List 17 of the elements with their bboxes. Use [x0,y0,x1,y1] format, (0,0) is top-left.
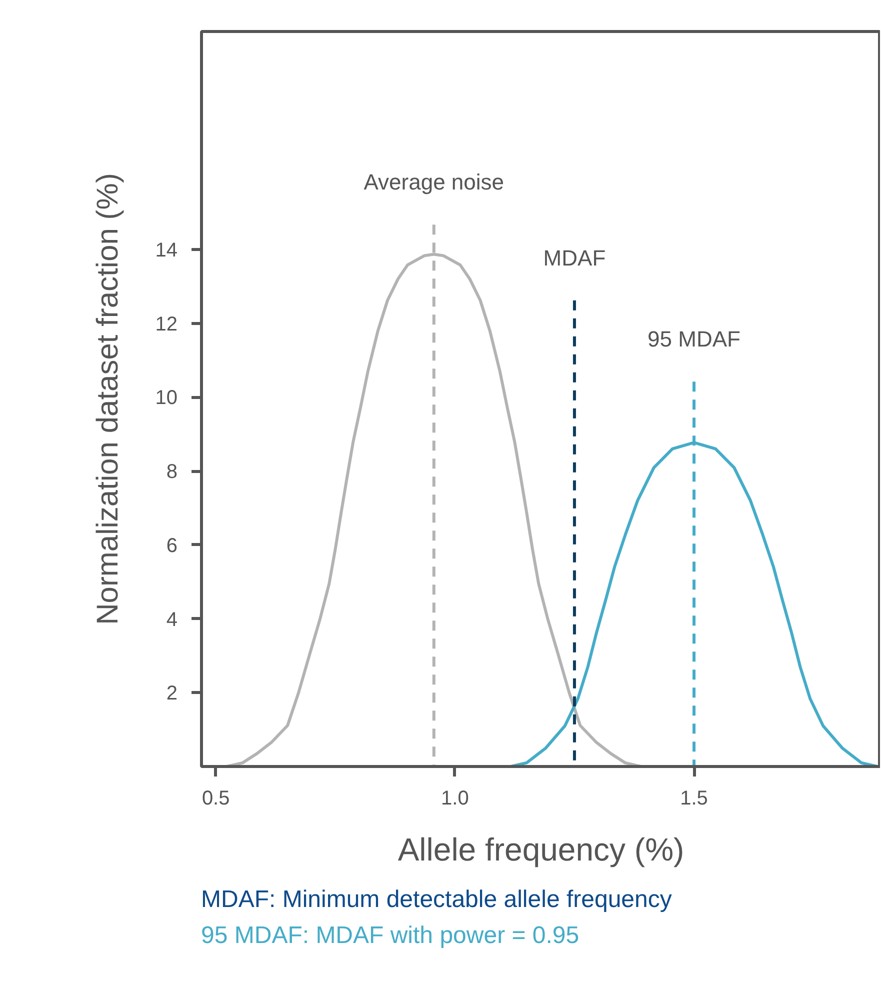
x-axis-title: Allele frequency (%) [398,832,684,868]
x-tick-label: 1.5 [680,788,708,810]
y-axis-title: Normalization dataset fraction (%) [91,173,124,625]
x-tick-label: 0.5 [202,788,230,810]
text: 95 MDAF: MDAF with power = 0.95 [201,922,580,950]
annotation: Average noise [364,170,504,195]
x-tick-label: 1.0 [441,788,469,810]
y-tick-label: 12 [155,313,178,336]
y-tick-label: 8 [166,461,178,484]
annotation: 95 MDAF [648,326,740,352]
y-tick-label: 6 [166,534,178,557]
y-tick-label: 4 [166,608,178,631]
annotation: MDAF [543,245,606,270]
y-tick-label: 14 [155,239,178,262]
text: MDAF: Minimum detectable allele frequency [201,886,672,914]
y-tick-label: 10 [155,387,178,410]
y-tick-label: 2 [166,682,178,705]
